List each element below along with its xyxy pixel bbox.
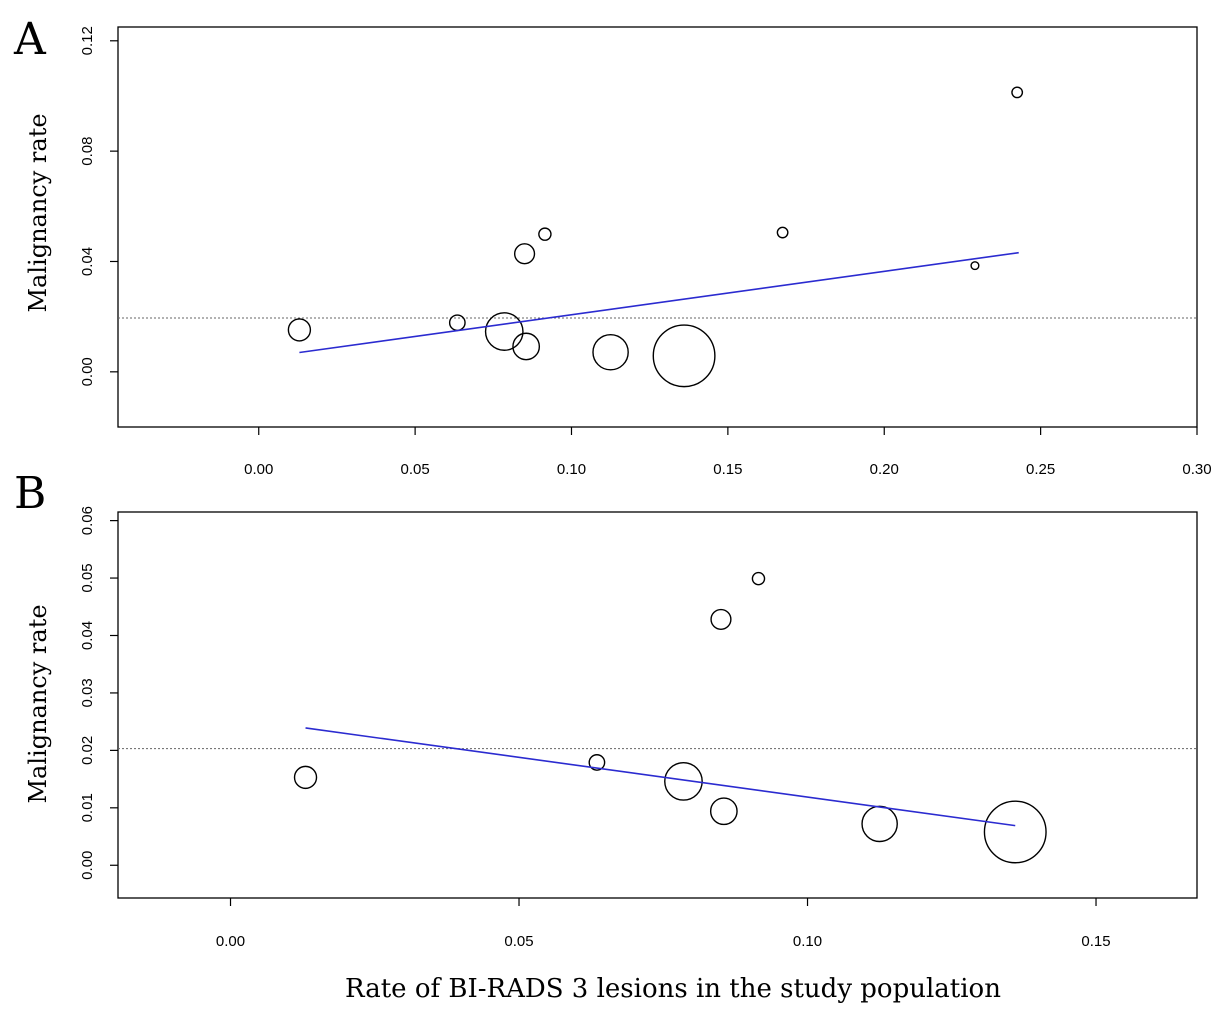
- panel-a-y-tick-label: 0.00: [79, 357, 96, 386]
- panel-b-study-point: [861, 805, 898, 843]
- panel-a-study-point: [512, 332, 541, 361]
- panel-b-plot-frame: [117, 511, 1198, 899]
- panel-a-study-point: [287, 318, 312, 342]
- panel-a-y-tick-label: 0.08: [79, 137, 96, 166]
- panel-a-plot-frame: [117, 26, 1198, 428]
- panel-a: A Malignancy rate 0.00 0.05 0.10 0.15 0.20 0.…: [13, 14, 1212, 478]
- panel-a-regression-line: [299, 251, 1019, 354]
- panel-b-y-tick-label: 0.04: [79, 621, 96, 650]
- panel-a-study-point: [776, 226, 789, 239]
- panel-a-y-tick-label: 0.04: [79, 247, 96, 276]
- panel-b-y-tick-label: 0.00: [79, 851, 96, 880]
- panel-b-study-point: [710, 608, 732, 631]
- panel-a-marks: 0.00 0.05 0.10 0.15 0.20 0.25 0.30 0.00 0.04 0.08…: [79, 26, 1212, 478]
- panel-a-y-tick-label: 0.12: [79, 26, 96, 55]
- panel-a-study-point: [448, 314, 466, 332]
- panel-a-x-tick-label: 0.05: [401, 461, 430, 478]
- panel-b-y-tick-label: 0.02: [79, 736, 96, 765]
- panel-b-y-tick-label: 0.03: [79, 678, 96, 707]
- panel-b-regression-line: [305, 727, 1016, 827]
- panel-a-label: A: [13, 14, 47, 65]
- panel-b-x-tick-label: 0.10: [793, 933, 822, 950]
- panel-b-y-tick-label: 0.05: [79, 563, 96, 592]
- panel-a-study-point: [538, 227, 552, 241]
- panel-b-x-tick-label: 0.05: [504, 933, 533, 950]
- panel-b-study-point: [751, 571, 766, 586]
- panel-b-y-tick-label: 0.06: [79, 506, 96, 535]
- panel-a-y-axis-label: Malignancy rate: [24, 113, 52, 312]
- panel-b-y-tick-label: 0.01: [79, 793, 96, 822]
- panel-a-study-point: [484, 312, 524, 351]
- panel-b-marks: 0.00 0.05 0.10 0.15 0.00 0.01 0.02 0.03 0.04 0.05…: [79, 506, 1197, 950]
- panel-b-y-axis-label: Malignancy rate: [24, 604, 52, 803]
- panel-a-x-tick-label: 0.30: [1182, 461, 1211, 478]
- panel-a-study-point: [970, 261, 980, 271]
- panel-a-study-point: [1011, 86, 1024, 99]
- panel-b-study-point: [709, 797, 738, 826]
- x-axis-label: Rate of BI-RADS 3 lesions in the study p…: [345, 974, 1001, 1004]
- panel-a-x-tick-label: 0.20: [870, 461, 899, 478]
- panel-b: B Malignancy rate 0.00 0.05 0.10 0.150.000.…: [14, 468, 1198, 950]
- panel-a-study-point: [513, 243, 536, 265]
- panel-a-x-tick-label: 0.25: [1026, 461, 1055, 478]
- panel-a-x-tick-label: 0.10: [557, 461, 586, 478]
- panel-a-x-tick-label: 0.15: [713, 461, 742, 478]
- panel-b-label: B: [14, 468, 46, 519]
- panel-a-x-tick-label: 0.00: [244, 461, 273, 478]
- panel-b-study-point: [664, 761, 703, 801]
- panel-a-study-point: [652, 324, 716, 388]
- panel-b-study-point: [293, 765, 318, 790]
- panel-b-study-point: [983, 800, 1047, 864]
- panel-b-x-tick-label: 0.00: [216, 933, 245, 950]
- panel-b-study-point: [588, 754, 606, 771]
- panel-b-x-tick-label: 0.15: [1081, 933, 1110, 950]
- panel-a-study-point: [592, 333, 629, 371]
